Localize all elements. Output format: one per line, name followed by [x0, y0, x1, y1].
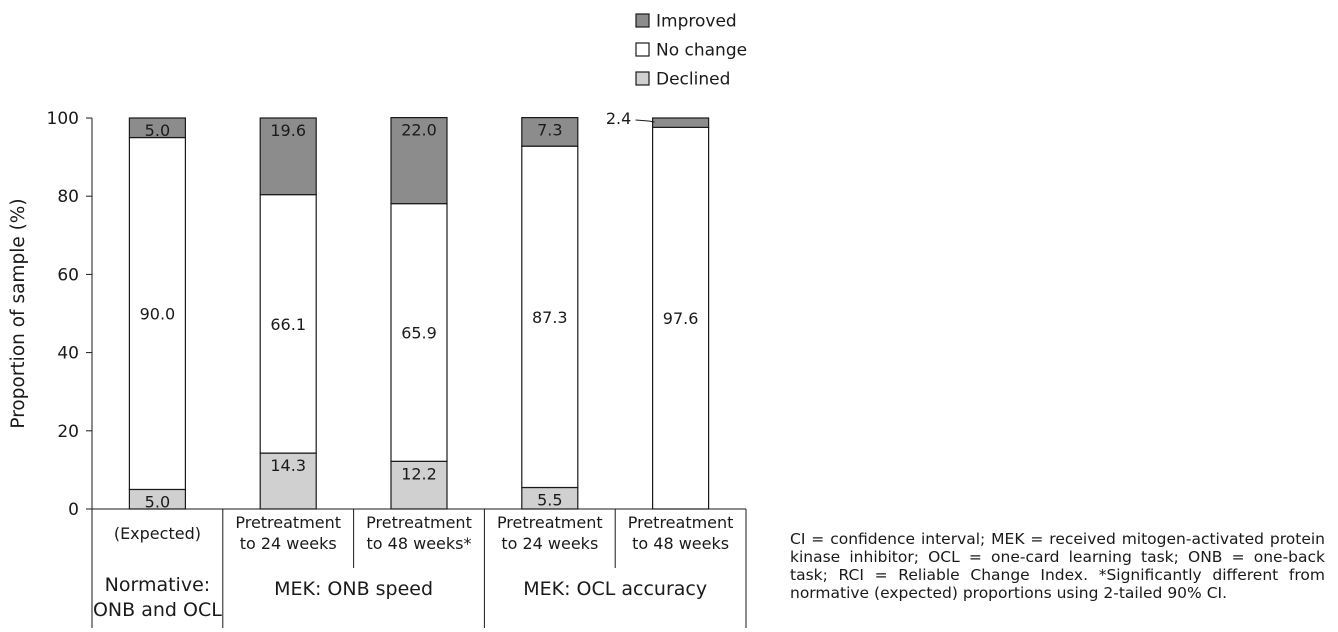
legend-swatch-no-change — [635, 42, 650, 57]
bar-improved — [259, 117, 317, 196]
data-label-no-change: 87.3 — [532, 308, 568, 327]
y-axis: 0 20 40 60 80 100 Proportion of sample (%) — [8, 109, 93, 520]
legend: Improved No change Declined — [635, 12, 747, 90]
bar-improved — [390, 117, 448, 205]
bar-no-change — [390, 203, 448, 462]
data-label-declined: 5.0 — [145, 492, 170, 511]
data-label-improved: 5.0 — [145, 121, 170, 140]
y-tick-label: 100 — [47, 109, 79, 129]
bar-improved — [651, 117, 710, 128]
leader-line — [635, 119, 655, 123]
y-tick-label: 20 — [57, 422, 79, 442]
data-label-improved: 7.3 — [537, 121, 562, 140]
y-tick-label: 40 — [57, 344, 79, 364]
bar-improved — [521, 117, 579, 147]
category-label: to 24 weeks — [240, 534, 337, 553]
category-label: to 48 weeks* — [367, 534, 472, 553]
data-label-no-change: 90.0 — [140, 305, 176, 324]
data-label-declined: 5.5 — [537, 490, 562, 509]
data-label-improved: 22.0 — [401, 121, 437, 140]
y-tick-label: 0 — [68, 500, 79, 520]
category-label: to 24 weeks — [501, 534, 598, 553]
bar-improved — [128, 117, 186, 139]
legend-label-no-change: No change — [656, 41, 747, 61]
legend-swatch-declined — [635, 71, 650, 86]
category-label: to 48 weeks — [632, 534, 729, 553]
data-label-improved: 2.4 — [606, 109, 631, 128]
data-label-no-change: 97.6 — [663, 309, 699, 328]
footnote: CI = confidence interval; MEK = received… — [790, 530, 1325, 602]
category-label: Pretreatment — [235, 513, 341, 532]
x-axis-table: (Expected) Pretreatment to 24 weeks Pretrea… — [91, 508, 747, 628]
category-label: (Expected) — [114, 524, 201, 543]
group-label: MEK: ONB speed — [274, 578, 433, 600]
group-label: MEK: OCL accuracy — [523, 578, 707, 600]
group-label: Normative: — [105, 574, 211, 596]
bar-no-change — [521, 145, 579, 489]
category-label: Pretreatment — [366, 513, 472, 532]
legend-label-declined: Declined — [656, 70, 730, 90]
category-label: Pretreatment — [628, 513, 734, 532]
bars — [128, 117, 710, 510]
category-label: Pretreatment — [497, 513, 603, 532]
y-tick-label: 80 — [57, 187, 79, 207]
bar-declined — [390, 460, 448, 510]
data-labels: 5.0 90.0 5.0 14.3 66.1 19.6 12.2 65.9 22.0 5.5 87.… — [140, 109, 699, 511]
bar-no-change — [259, 194, 317, 454]
data-label-no-change: 65.9 — [401, 323, 437, 342]
stacked-bar-chart: Improved No change Declined 0 20 40 60 80 100 Pr… — [8, 12, 747, 628]
data-label-declined: 12.2 — [401, 464, 437, 483]
group-label: ONB and OCL — [93, 599, 222, 621]
y-tick-label: 60 — [57, 265, 79, 285]
data-label-no-change: 66.1 — [270, 315, 306, 334]
legend-swatch-improved — [635, 13, 650, 28]
data-label-declined: 14.3 — [270, 456, 306, 475]
legend-label-improved: Improved — [656, 12, 737, 32]
y-axis-title: Proportion of sample (%) — [8, 198, 29, 428]
data-label-improved: 19.6 — [270, 121, 306, 140]
bar-no-change — [651, 126, 710, 510]
